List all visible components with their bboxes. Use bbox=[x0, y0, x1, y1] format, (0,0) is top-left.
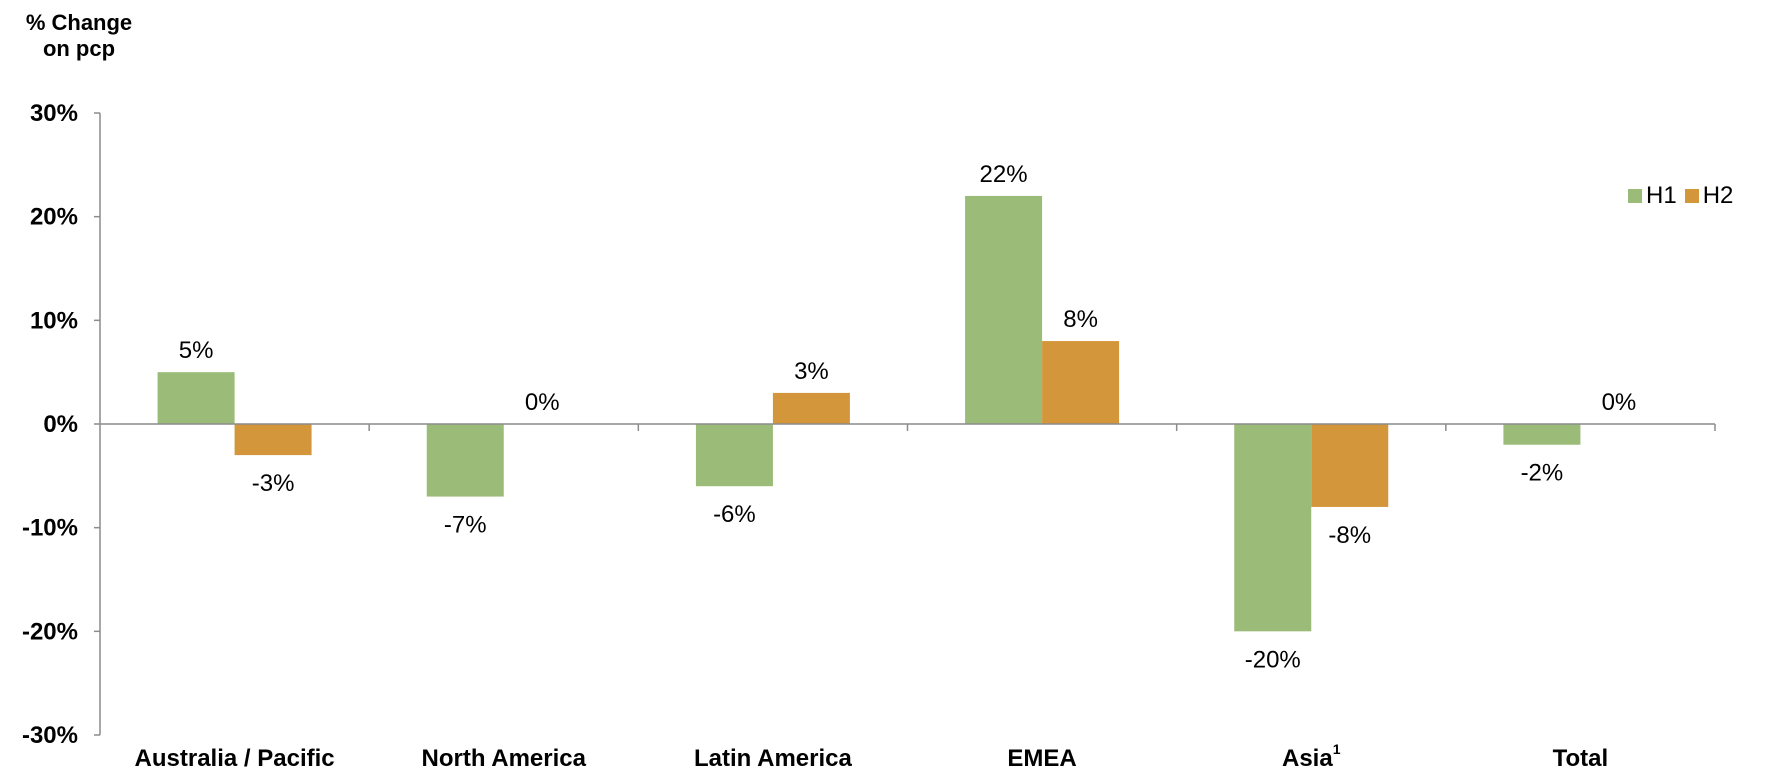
data-label-h1-5: -2% bbox=[1521, 460, 1564, 487]
data-label-h1-2: -6% bbox=[713, 501, 756, 528]
data-label-h1-3: 22% bbox=[980, 161, 1028, 188]
category-label-1: North America bbox=[422, 745, 587, 772]
y-axis-title-line-1: % Change bbox=[25, 10, 133, 35]
y-tick-label-4: -10% bbox=[22, 515, 78, 542]
data-label-h2-4: -8% bbox=[1328, 522, 1371, 549]
category-label-3: EMEA bbox=[1007, 745, 1076, 772]
y-tick-label-1: 20% bbox=[30, 204, 78, 231]
category-label-4: Asia1 bbox=[1282, 741, 1341, 772]
bar-h1-5 bbox=[1503, 424, 1581, 445]
bar-h1-3 bbox=[965, 195, 1043, 424]
bar-h1-2 bbox=[695, 424, 773, 487]
legend-label-h1: H1 bbox=[1646, 182, 1677, 209]
y-tick-label-5: -20% bbox=[22, 618, 78, 645]
category-superscript-4: 1 bbox=[1333, 741, 1341, 757]
y-axis-title-line-2: on pcp bbox=[42, 36, 116, 61]
data-label-h2-2: 3% bbox=[794, 358, 829, 385]
y-tick-label-0: 30% bbox=[30, 100, 78, 127]
y-tick-label-3: 0% bbox=[43, 411, 78, 438]
bar-h1-1 bbox=[426, 424, 504, 497]
data-label-h1-1: -7% bbox=[444, 512, 487, 539]
legend-swatch-h2 bbox=[1684, 189, 1699, 203]
bar-h2-4 bbox=[1311, 424, 1389, 507]
bar-h1-0 bbox=[157, 372, 235, 424]
data-label-h2-0: -3% bbox=[252, 470, 295, 497]
bar-h2-3 bbox=[1042, 341, 1120, 424]
category-label-2: Latin America bbox=[694, 745, 852, 772]
legend-swatch-h1 bbox=[1628, 189, 1642, 203]
data-label-h1-0: 5% bbox=[179, 337, 214, 364]
bar-h1-4 bbox=[1234, 424, 1312, 632]
y-tick-label-2: 10% bbox=[30, 307, 78, 334]
legend: H1 H2 bbox=[1628, 182, 1741, 210]
y-tick-label-6: -30% bbox=[22, 722, 78, 749]
y-axis-title: % Change on pcp bbox=[14, 10, 144, 62]
data-label-h2-5: 0% bbox=[1602, 389, 1637, 416]
data-label-h2-3: 8% bbox=[1063, 306, 1098, 333]
data-label-h1-4: -20% bbox=[1245, 646, 1301, 673]
bar-h2-0 bbox=[234, 424, 312, 456]
legend-item-h1: H1 bbox=[1628, 182, 1677, 210]
bar-h2-2 bbox=[772, 392, 850, 424]
data-label-h2-1: 0% bbox=[525, 389, 560, 416]
legend-item-h2: H2 bbox=[1684, 182, 1734, 210]
legend-label-h2: H2 bbox=[1702, 182, 1734, 209]
category-label-5: Total bbox=[1553, 745, 1609, 772]
category-label-0: Australia / Pacific bbox=[135, 745, 335, 772]
